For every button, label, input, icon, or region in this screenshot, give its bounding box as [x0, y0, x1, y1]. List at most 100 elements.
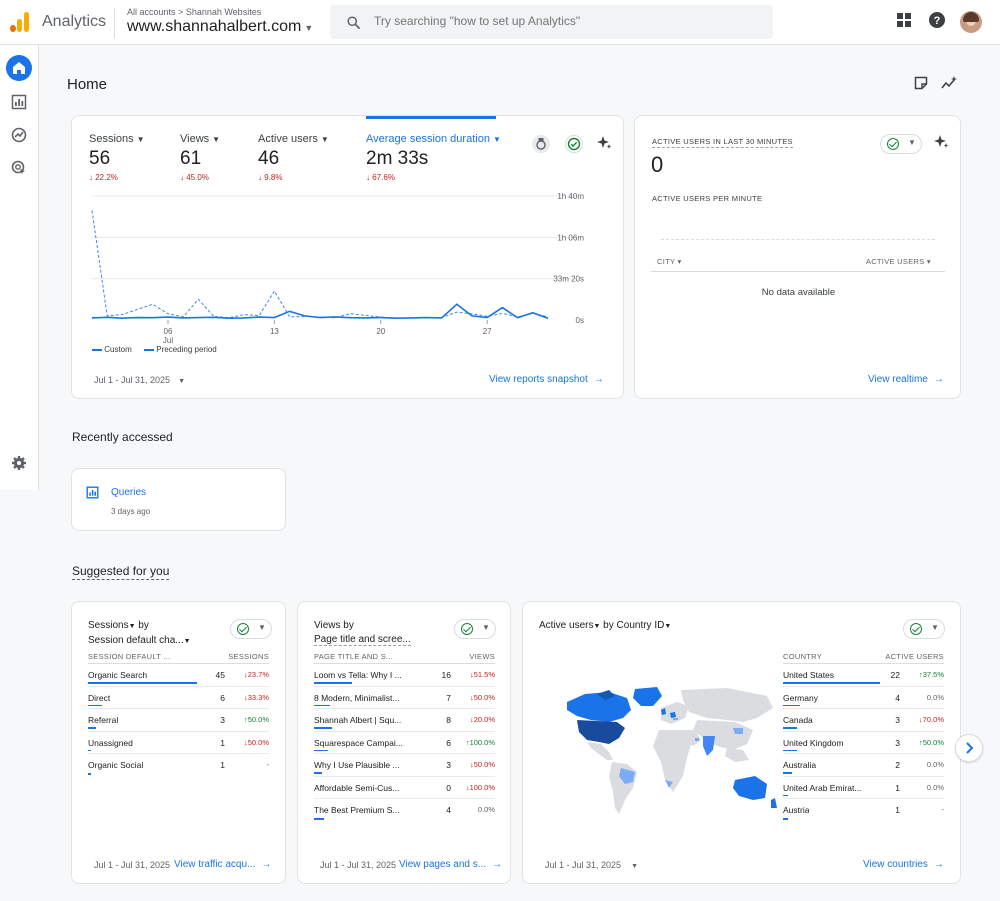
- property-selector[interactable]: www.shannahalbert.com ▼: [127, 18, 313, 36]
- delta-value: 50.0%: [247, 715, 269, 724]
- settings-icon[interactable]: [11, 455, 27, 471]
- metric-sessions[interactable]: Sessions ▼ 56 ↓ 22.2%: [89, 133, 145, 182]
- countries-card-title: Active users▼ by Country ID▼: [539, 619, 759, 634]
- table-row[interactable]: Australia 2 0.0%: [783, 754, 944, 777]
- col-active-users[interactable]: ACTIVE USERS ▾: [866, 257, 931, 266]
- col-dimension[interactable]: COUNTRY: [783, 652, 823, 661]
- col-metric[interactable]: ACTIVE USERS: [885, 652, 944, 661]
- metric-delta: 22.2%: [95, 173, 118, 182]
- col-dimension[interactable]: SESSION DEFAULT ...: [88, 652, 171, 661]
- link-text: View realtime: [868, 374, 928, 385]
- search-bar[interactable]: [330, 5, 773, 39]
- title-dimension[interactable]: Page title and scree...: [314, 634, 411, 646]
- notes-icon[interactable]: [914, 76, 928, 90]
- row-name: Australia: [783, 760, 817, 770]
- search-input[interactable]: [374, 14, 754, 28]
- title-metric[interactable]: Active users▼: [539, 620, 600, 631]
- view-countries-link[interactable]: View countries →: [863, 859, 944, 870]
- legend-swatch-current: [92, 348, 102, 351]
- table-row[interactable]: Canada 3 ↓70.0%: [783, 709, 944, 732]
- table-row[interactable]: Referral 3 ↑50.0%: [88, 709, 269, 732]
- table-row[interactable]: Squarespace Campai... 6 ↑100.0%: [314, 732, 495, 754]
- data-quality-button[interactable]: [565, 135, 583, 153]
- col-metric[interactable]: SESSIONS: [228, 652, 269, 661]
- data-quality-pill[interactable]: ▼: [880, 134, 922, 154]
- title-dimension[interactable]: Session default cha...▼: [88, 635, 191, 646]
- account-breadcrumb[interactable]: All accounts > Shannah Websites: [127, 7, 261, 17]
- metric-views[interactable]: Views ▼ 61 ↓ 45.0%: [180, 133, 220, 182]
- row-value: 6: [446, 737, 451, 748]
- date-range-selector[interactable]: Jul 1 - Jul 31, 2025 ▼: [94, 375, 185, 385]
- caret-down-icon: ▼: [136, 135, 145, 144]
- table-row[interactable]: Austria 1 -: [783, 799, 944, 822]
- series-line-preceding-period: [91, 210, 549, 319]
- apps-icon[interactable]: [897, 13, 911, 27]
- table-row[interactable]: Affordable Semi-Cus... 0 ↓100.0%: [314, 777, 495, 799]
- title-metric[interactable]: Views by: [314, 620, 354, 631]
- account-avatar[interactable]: [960, 11, 982, 33]
- table-row[interactable]: Shannah Albert | Squ... 8 ↓20.0%: [314, 709, 495, 732]
- table-row[interactable]: Why I Use Plausible ... 3 ↓50.0%: [314, 754, 495, 777]
- row-delta: ↑50.0%: [919, 738, 944, 747]
- recent-item-card[interactable]: Queries 3 days ago: [71, 468, 286, 531]
- table-row[interactable]: Unassigned 1 ↓50.0%: [88, 732, 269, 754]
- search-icon: [347, 16, 360, 29]
- reports-icon[interactable]: [11, 94, 27, 110]
- title-dimension[interactable]: Country ID▼: [617, 620, 672, 631]
- view-reports-snapshot-link[interactable]: View reports snapshot →: [489, 374, 604, 385]
- delta-value: 0.0%: [926, 760, 944, 769]
- sparkle-icon[interactable]: [596, 135, 612, 151]
- data-quality-pill[interactable]: ▼: [903, 619, 945, 639]
- suggested-heading[interactable]: Suggested for you: [72, 564, 170, 580]
- series-line-custom: [91, 303, 549, 320]
- sparkle-icon[interactable]: [933, 134, 949, 150]
- table-row[interactable]: Direct 6 ↓33.3%: [88, 687, 269, 709]
- table-row[interactable]: The Best Premium S... 4 0.0%: [314, 799, 495, 822]
- metric-average-session-duration[interactable]: Average session duration ▼ 2m 33s ↓ 67.6%: [366, 133, 501, 182]
- data-quality-pill[interactable]: ▼: [230, 619, 272, 639]
- view-realtime-link[interactable]: View realtime →: [868, 374, 944, 385]
- metric-delta: 9.8%: [264, 173, 283, 182]
- table-row[interactable]: Germany 4 0.0%: [783, 687, 944, 709]
- table-row[interactable]: United Arab Emirat... 1 0.0%: [783, 777, 944, 799]
- insights-icon[interactable]: [941, 76, 957, 90]
- nav-home[interactable]: [6, 55, 32, 81]
- date-range-selector[interactable]: Jul 1 - Jul 31, 2025 ▼: [545, 860, 638, 870]
- table-row[interactable]: Organic Search 45 ↓23.7%: [88, 664, 269, 687]
- row-name: Shannah Albert | Squ...: [314, 715, 402, 725]
- table-row[interactable]: United Kingdom 3 ↑50.0%: [783, 732, 944, 754]
- map-united-kingdom: [661, 708, 666, 715]
- row-value: 1: [220, 760, 225, 770]
- explore-icon[interactable]: [11, 127, 27, 143]
- breadcrumb-all-accounts[interactable]: All accounts: [127, 7, 176, 17]
- col-label: ACTIVE USERS: [865, 257, 925, 266]
- help-icon[interactable]: ?: [929, 12, 945, 28]
- col-city[interactable]: CITY ▾: [657, 257, 682, 266]
- map-greenland: [633, 687, 662, 706]
- overview-line-chart[interactable]: 0s 33m 20s 1h 06m 1h 40m 06 13 20 27 Jul: [72, 186, 625, 366]
- col-dimension[interactable]: PAGE TITLE AND S...: [314, 652, 394, 661]
- table-row[interactable]: 8 Modern, Minimalist... 7 ↓50.0%: [314, 687, 495, 709]
- advertising-icon[interactable]: [11, 160, 27, 176]
- view-traffic-acquisition-link[interactable]: View traffic acqu... →: [174, 859, 271, 870]
- recent-item-title: Queries: [111, 487, 147, 498]
- realtime-title[interactable]: ACTIVE USERS IN LAST 30 MINUTES: [652, 137, 793, 148]
- view-pages-screens-link[interactable]: View pages and s... →: [399, 859, 502, 870]
- breadcrumb-account[interactable]: Shannah Websites: [185, 7, 262, 17]
- pages-table: PAGE TITLE AND S... VIEWS Loom vs Tella:…: [314, 652, 495, 822]
- table-row[interactable]: United States 22 ↑37.5%: [783, 664, 944, 687]
- row-bar: [783, 704, 801, 706]
- col-metric[interactable]: VIEWS: [469, 652, 495, 661]
- row-delta: ↓33.3%: [244, 693, 269, 702]
- data-quality-pill[interactable]: ▼: [454, 619, 496, 639]
- arrow-down-icon: ↓: [469, 760, 474, 769]
- carousel-next-button[interactable]: [955, 734, 983, 762]
- table-row[interactable]: Loom vs Tella: Why I ... 16 ↓51.5%: [314, 664, 495, 687]
- title-metric[interactable]: Sessions▼: [88, 620, 136, 631]
- table-row[interactable]: Organic Social 1 -: [88, 754, 269, 777]
- analytics-logo-icon[interactable]: [10, 12, 30, 32]
- metric-value: 46: [258, 148, 280, 169]
- metric-active-users[interactable]: Active users ▼ 46 ↓ 9.8%: [258, 133, 329, 182]
- world-map[interactable]: [557, 684, 779, 824]
- benchmark-button[interactable]: [532, 135, 550, 153]
